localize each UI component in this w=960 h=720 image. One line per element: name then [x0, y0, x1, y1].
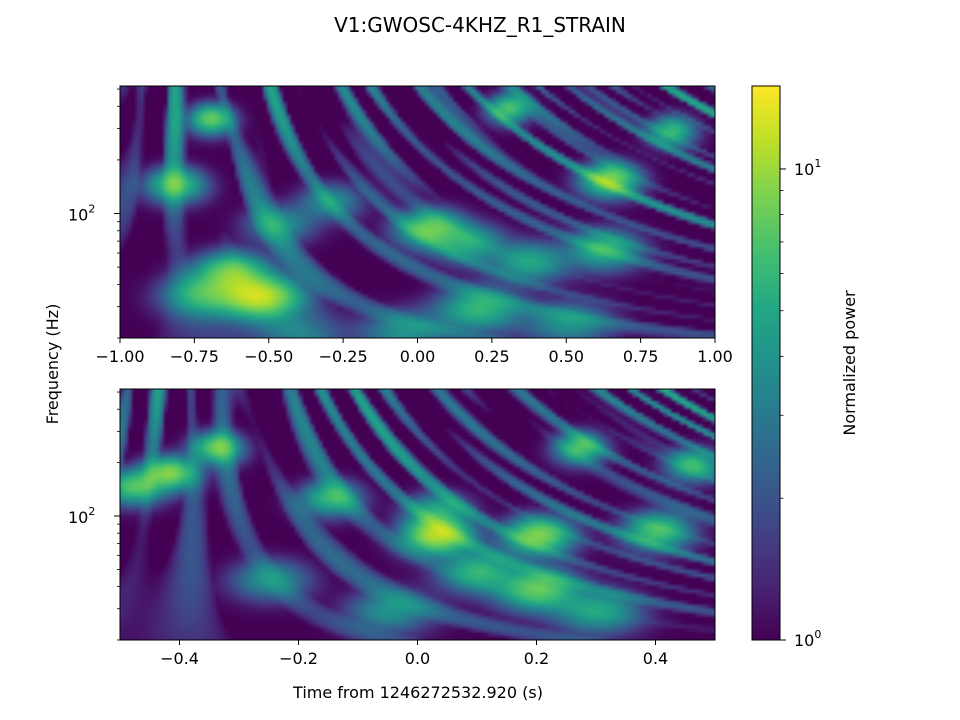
x-tick-label: 0.4: [643, 649, 668, 668]
y-axis-label: Frequency (Hz): [43, 304, 62, 425]
x-tick-label: 0.00: [400, 347, 436, 366]
colorbar-tick-label: 101: [794, 157, 821, 179]
x-tick-label: 0.75: [623, 347, 659, 366]
x-tick-label: −1.00: [95, 347, 144, 366]
colorbar-tick-label: 100: [794, 628, 821, 650]
spectrogram-image: [120, 389, 715, 640]
top-spectrogram-panel: −1.00 −0.75 −0.50 −0.25 0.00 0.25 0.50 0.75 1.00…: [68, 85, 733, 366]
chart-title: V1:GWOSC-4KHZ_R1_STRAIN: [334, 13, 626, 37]
colorbar: 100 101: [751, 85, 821, 650]
x-tick-label: 0.2: [524, 649, 549, 668]
x-tick-label: −0.75: [170, 347, 219, 366]
x-tick-label: −0.50: [244, 347, 293, 366]
x-tick-label: −0.2: [279, 649, 318, 668]
x-tick-label: 0.25: [474, 347, 510, 366]
x-tick-label: 0.50: [548, 347, 584, 366]
spectrogram-image: [120, 86, 715, 338]
colorbar-label: Normalized power: [840, 290, 859, 436]
x-tick-label: −0.25: [319, 347, 368, 366]
x-tick-label: 0.0: [405, 649, 430, 668]
x-axis-label: Time from 1246272532.920 (s): [292, 683, 543, 702]
colorbar-gradient: [751, 85, 781, 641]
y-tick-label: 102: [68, 203, 95, 225]
bottom-spectrogram-panel: −0.4 −0.2 0.0 0.2 0.4 102: [68, 388, 716, 668]
x-tick-label: −0.4: [160, 649, 199, 668]
y-tick-label: 102: [68, 505, 95, 527]
x-tick-label: 1.00: [697, 347, 733, 366]
